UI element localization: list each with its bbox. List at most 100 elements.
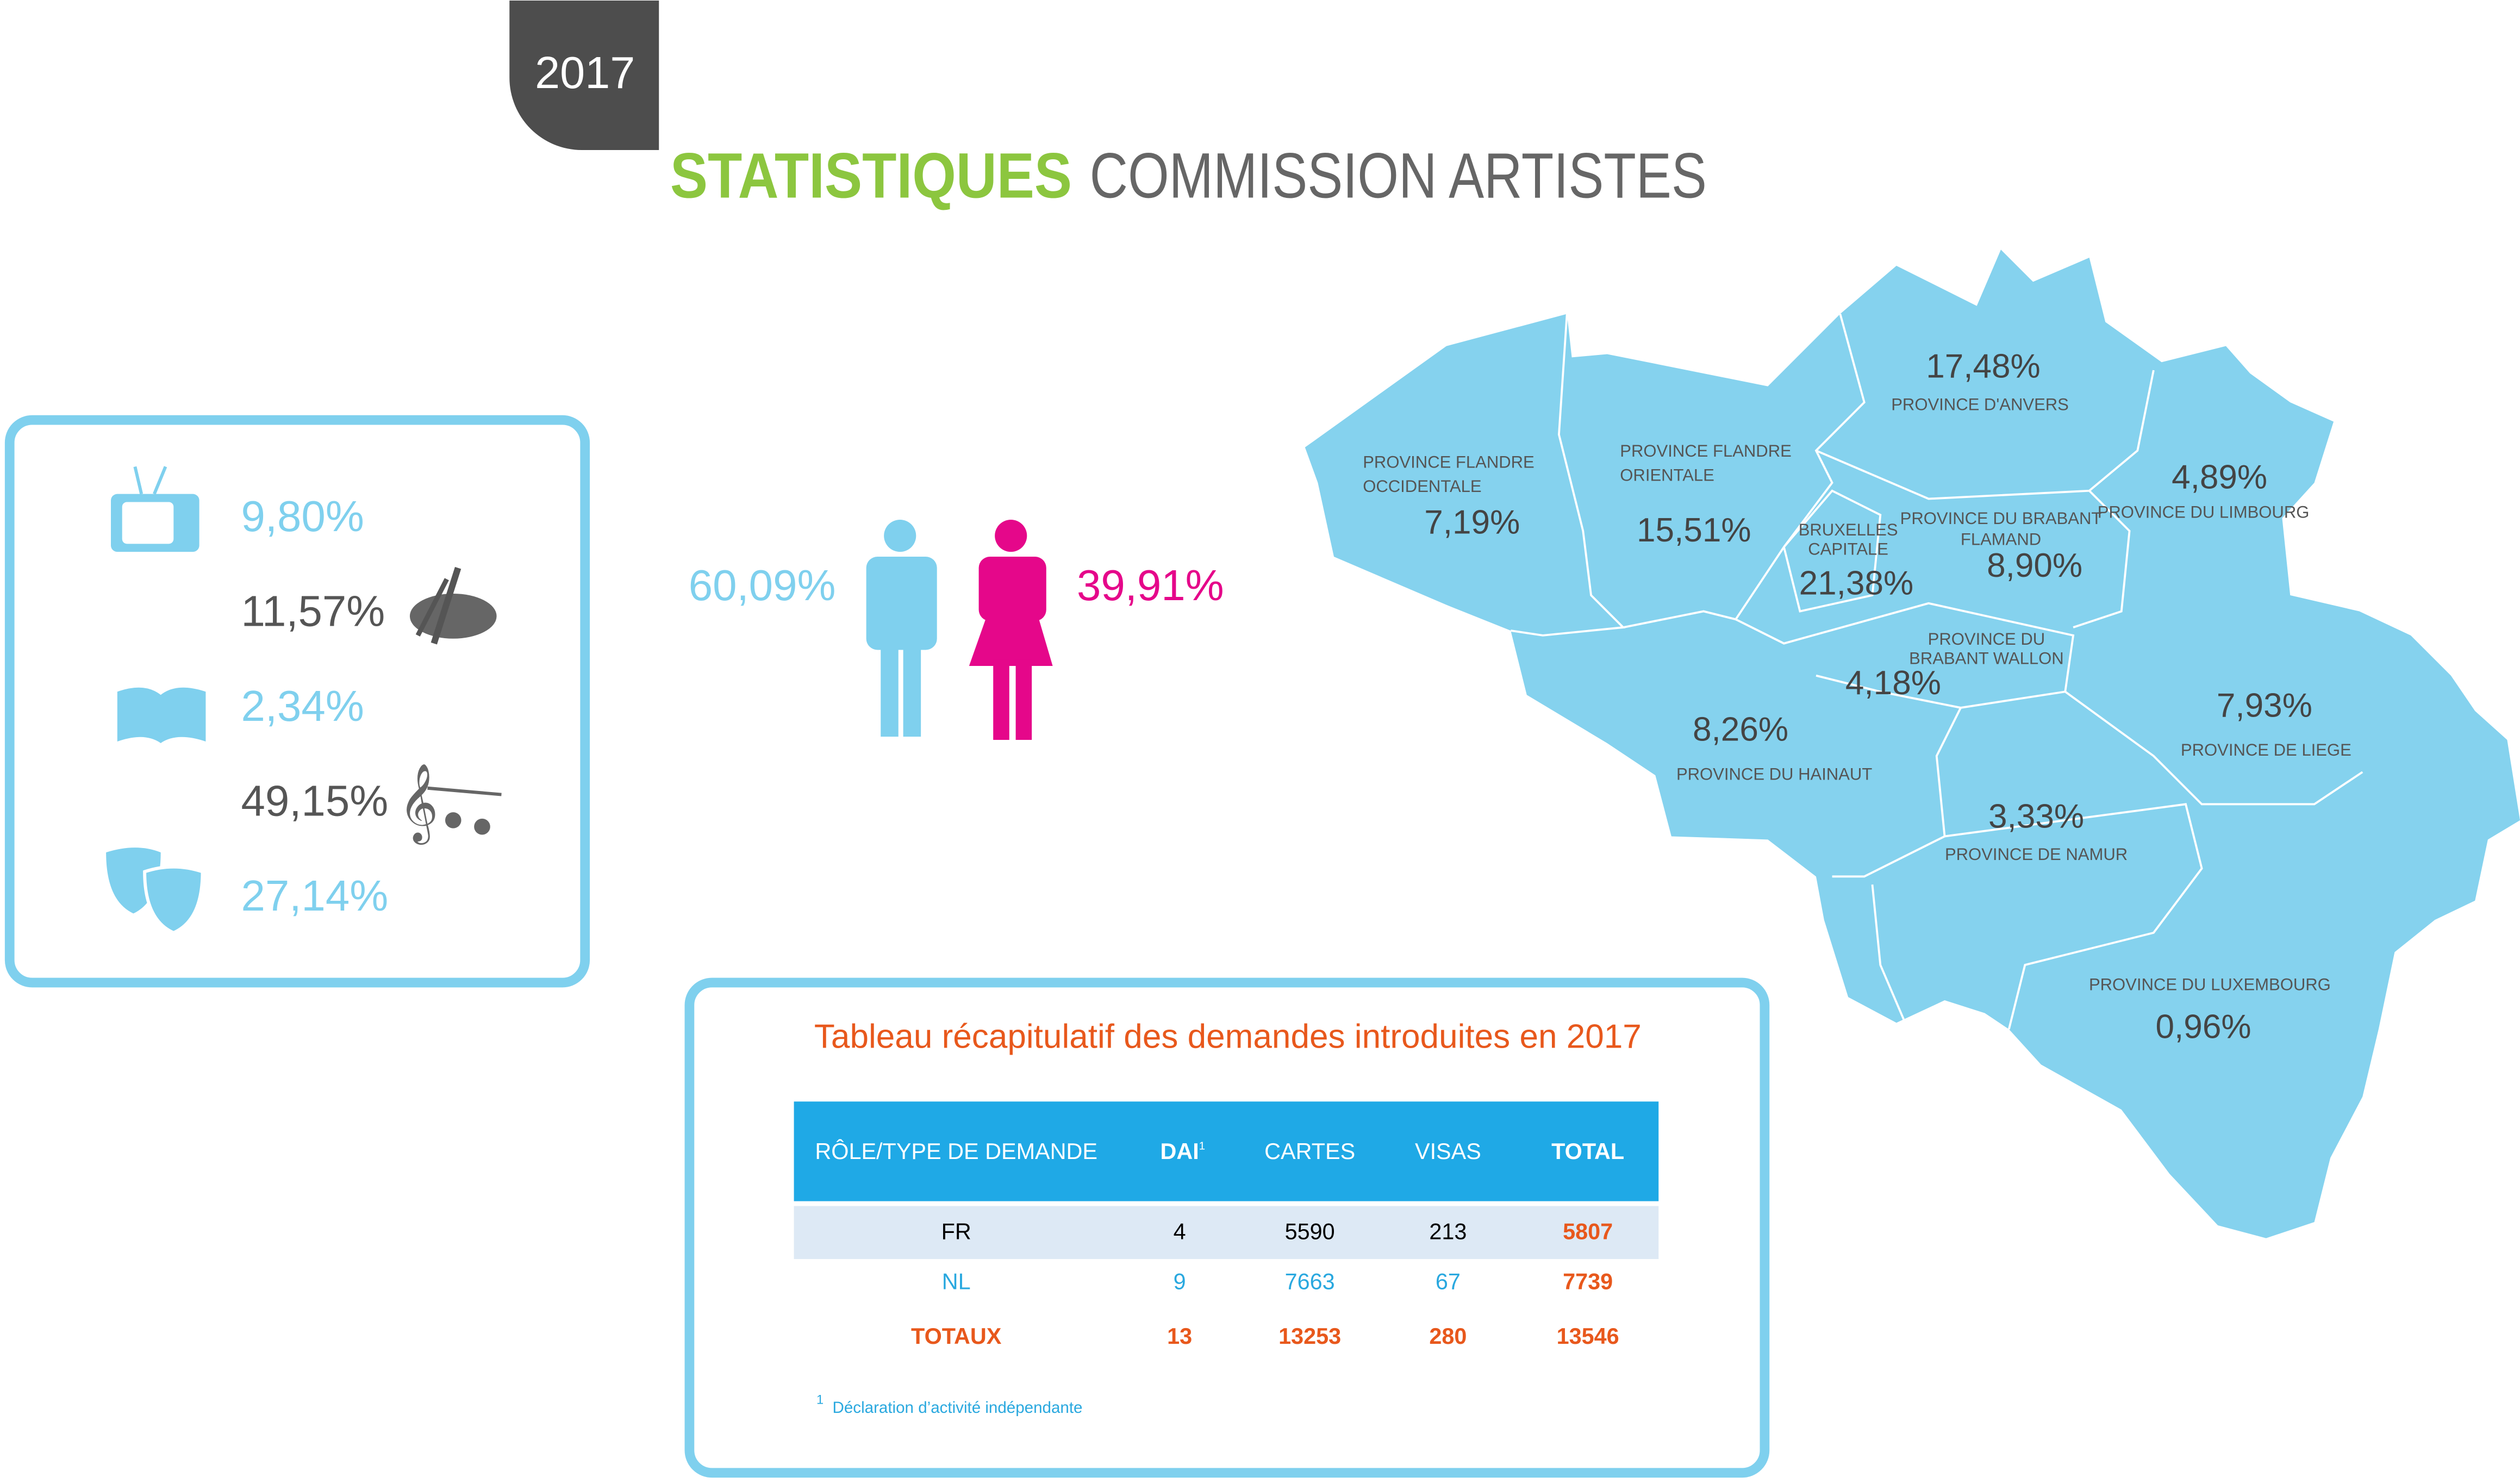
region-name: OCCIDENTALE (1363, 477, 1481, 496)
tv-icon (111, 466, 199, 552)
map-borders-part (2064, 690, 2363, 806)
region-name: PROVINCE DU LUXEMBOURG (2089, 975, 2331, 994)
table-header-cell: CARTES (1264, 1139, 1355, 1164)
discipline-value: 2,34% (241, 682, 364, 730)
region-name: CAPITALE (1808, 539, 1888, 558)
region-name: PROVINCE DE NAMUR (1945, 845, 2128, 864)
table-header-cell: RÔLE/TYPE DE DEMANDE (815, 1139, 1097, 1164)
table-cell: 13253 (1278, 1324, 1341, 1349)
table-cell: TOTAUX (911, 1324, 1002, 1349)
women-value: 39,91% (1077, 561, 1224, 609)
map-borders-part (1735, 602, 2075, 709)
region-value: 21,38% (1799, 565, 1914, 602)
book-icon (117, 687, 206, 743)
table-header (794, 1101, 1659, 1201)
region-value: 4,89% (2172, 458, 2267, 496)
table-cell: 9 (1174, 1269, 1186, 1294)
region-value: 15,51% (1637, 512, 1751, 549)
table-cell: FR (941, 1219, 971, 1244)
region-value: 0,96% (2156, 1008, 2251, 1046)
table-cell: NL (942, 1269, 971, 1294)
region-name: PROVINCE DE LIEGE (2181, 740, 2351, 759)
belgium-map (1305, 250, 2520, 1238)
region-name: PROVINCE DU LIMBOURG (2098, 502, 2310, 521)
music-icon-part (427, 786, 502, 796)
woman-icon-part (969, 611, 1053, 666)
masks-icon-part (143, 865, 204, 935)
region-value: 8,26% (1693, 711, 1788, 749)
discipline-value: 11,57% (241, 587, 385, 635)
footnote: Déclaration d’activité indépendante (833, 1399, 1083, 1417)
man-icon-part (866, 556, 937, 650)
year-badge (509, 0, 659, 150)
region-name: FLAMAND (1961, 530, 2041, 549)
music-icon: 𝄞 (398, 765, 502, 845)
table-cell: 67 (1436, 1269, 1461, 1294)
woman-icon-part (1015, 659, 1032, 740)
music-icon-part (474, 818, 490, 835)
region-value: 8,90% (1987, 547, 2082, 584)
region-value: 7,19% (1424, 503, 1520, 541)
region-name: BRABANT WALLON (1909, 649, 2064, 668)
region-name: PROVINCE FLANDRE (1363, 453, 1535, 472)
man-icon-part (881, 637, 899, 737)
table-header-cell: DAI (1161, 1139, 1199, 1164)
table-cell: 5590 (1285, 1219, 1335, 1244)
table-header-cell: TOTAL (1551, 1139, 1624, 1164)
region-name: PROVINCE DU HAINAUT (1676, 764, 1872, 783)
woman-icon-part (995, 519, 1027, 552)
discipline-value: 9,80% (241, 492, 364, 540)
region-name: PROVINCE FLANDRE (1620, 441, 1792, 460)
region-value: 4,18% (1845, 664, 1941, 702)
table-cell: 13 (1167, 1324, 1192, 1349)
table-cell: 7739 (1563, 1269, 1613, 1294)
map-labels: PROVINCE FLANDRE OCCIDENTALE 7,19% PROVINCE… (1363, 347, 2351, 1045)
palette-icon-part (415, 578, 449, 637)
region-name: ORIENTALE (1620, 465, 1714, 484)
map-borders-part (2073, 490, 2131, 628)
footnote-mark: 1 (816, 1393, 824, 1407)
table-header-cell: VISAS (1415, 1139, 1481, 1164)
discipline-value: 27,14% (241, 871, 388, 920)
year: 2017 (535, 47, 635, 98)
region-name: PROVINCE DU BRABANT (1900, 509, 2102, 528)
man-icon-part (903, 637, 921, 737)
table-cell: 13546 (1557, 1324, 1619, 1349)
tv-icon-part (122, 502, 174, 544)
table-cell: 213 (1429, 1219, 1467, 1244)
discipline-value: 49,15% (241, 776, 388, 825)
table-cell: 7663 (1285, 1269, 1335, 1294)
disciplines-box (4, 415, 590, 988)
table-cell: 280 (1429, 1324, 1467, 1349)
map-borders-part (1871, 884, 1906, 1022)
title-highlight: STATISTIQUES (670, 140, 1072, 211)
man-icon (866, 519, 937, 737)
palette-icon (409, 566, 497, 645)
woman-icon-part (978, 556, 1046, 621)
region-value: 17,48% (1926, 347, 2041, 385)
table-cells: RÔLE/TYPE DE DEMANDE DAI CARTES VISAS TOTAL 1… (815, 1139, 1624, 1349)
map-borders-part (1944, 803, 2203, 1030)
palette-icon-part (431, 566, 461, 645)
map-borders-part (1510, 314, 1626, 637)
palette-icon-part (409, 593, 497, 639)
table-cell: 4 (1174, 1219, 1186, 1244)
header-note: 1 (1199, 1140, 1206, 1152)
region-name: PROVINCE D'ANVERS (1891, 395, 2069, 414)
man-icon-part (884, 519, 916, 552)
region-value: 7,93% (2217, 687, 2312, 724)
tv-icon-part (133, 466, 144, 495)
woman-icon-part (993, 659, 1009, 740)
map-borders-part (1782, 489, 1882, 613)
map-borders (1510, 314, 2363, 1030)
table-title: Tableau récapitulatif des demandes intro… (814, 1018, 1642, 1055)
region-name: BRUXELLES (1799, 520, 1898, 539)
region-name: PROVINCE DU (1928, 630, 2045, 649)
tv-icon-part (153, 466, 167, 495)
title: COMMISSION ARTISTES (1090, 140, 1707, 211)
music-icon-part: 𝄞 (398, 765, 438, 845)
region-value: 3,33% (1988, 797, 2084, 835)
